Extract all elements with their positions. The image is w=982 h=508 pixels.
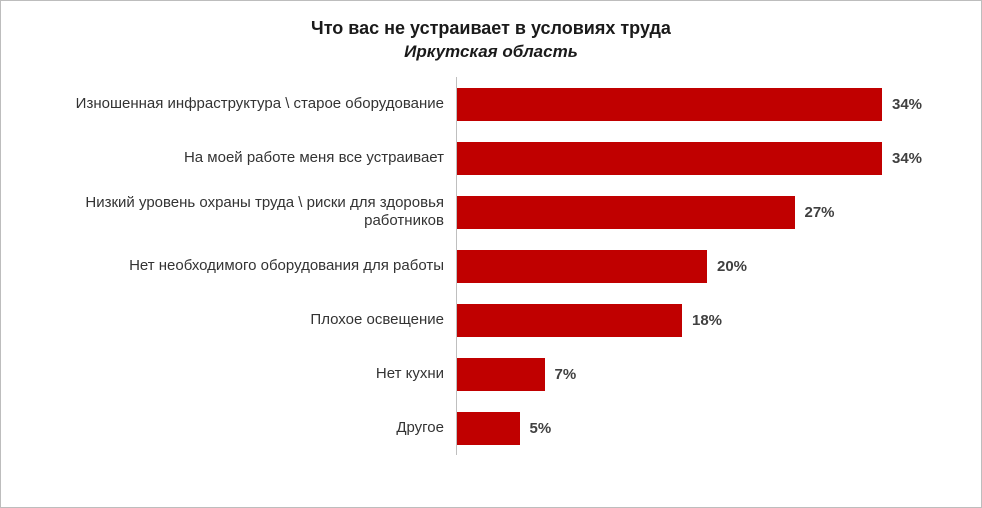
chart-row: Нет необходимого оборудования для работы… (1, 239, 981, 294)
category-label: Низкий уровень охраны труда \ риски для … (85, 193, 444, 230)
bar (457, 141, 882, 175)
value-label: 18% (692, 311, 723, 329)
category-label: Плохое освещение (310, 310, 444, 328)
chart-row: Плохое освещение 18% (1, 293, 981, 348)
chart-header: Что вас не устраивает в условиях труда И… (1, 1, 981, 63)
value-label: 34% (892, 149, 923, 167)
value-label: 7% (554, 365, 577, 383)
chart-row: Низкий уровень охраны труда \ риски для … (1, 185, 981, 240)
bar-track: 27% (456, 185, 981, 240)
chart-row: На моей работе меня все устраивает 34% (1, 131, 981, 186)
chart-title: Что вас не устраивает в условиях труда (311, 18, 671, 38)
chart-row: Нет кухни 7% (1, 347, 981, 402)
bar (457, 87, 882, 121)
bar-track: 34% (456, 131, 981, 186)
value-label: 27% (804, 203, 835, 221)
bar (457, 411, 520, 445)
category-label: Изношенная инфраструктура \ старое обору… (75, 94, 444, 112)
bar (457, 195, 795, 229)
value-label: 5% (529, 419, 552, 437)
value-label: 20% (717, 257, 748, 275)
chart-row: Другое 5% (1, 401, 981, 456)
category-label: Нет кухни (375, 364, 444, 382)
category-label: На моей работе меня все устраивает (183, 148, 444, 166)
bar (457, 303, 682, 337)
bar (457, 249, 707, 283)
chart-subtitle: Иркутская область (404, 41, 578, 61)
value-label: 34% (892, 95, 923, 113)
bar-track: 18% (456, 293, 981, 348)
category-label: Нет необходимого оборудования для работы (129, 256, 444, 274)
bar-track: 5% (456, 401, 981, 456)
bar-track: 20% (456, 239, 981, 294)
category-label: Другое (396, 418, 444, 436)
bar-track: 34% (456, 77, 981, 132)
chart-plot-area: Изношенная инфраструктура \ старое обору… (1, 77, 981, 456)
bar (457, 357, 545, 391)
chart-row: Изношенная инфраструктура \ старое обору… (1, 77, 981, 132)
bar-track: 7% (456, 347, 981, 402)
